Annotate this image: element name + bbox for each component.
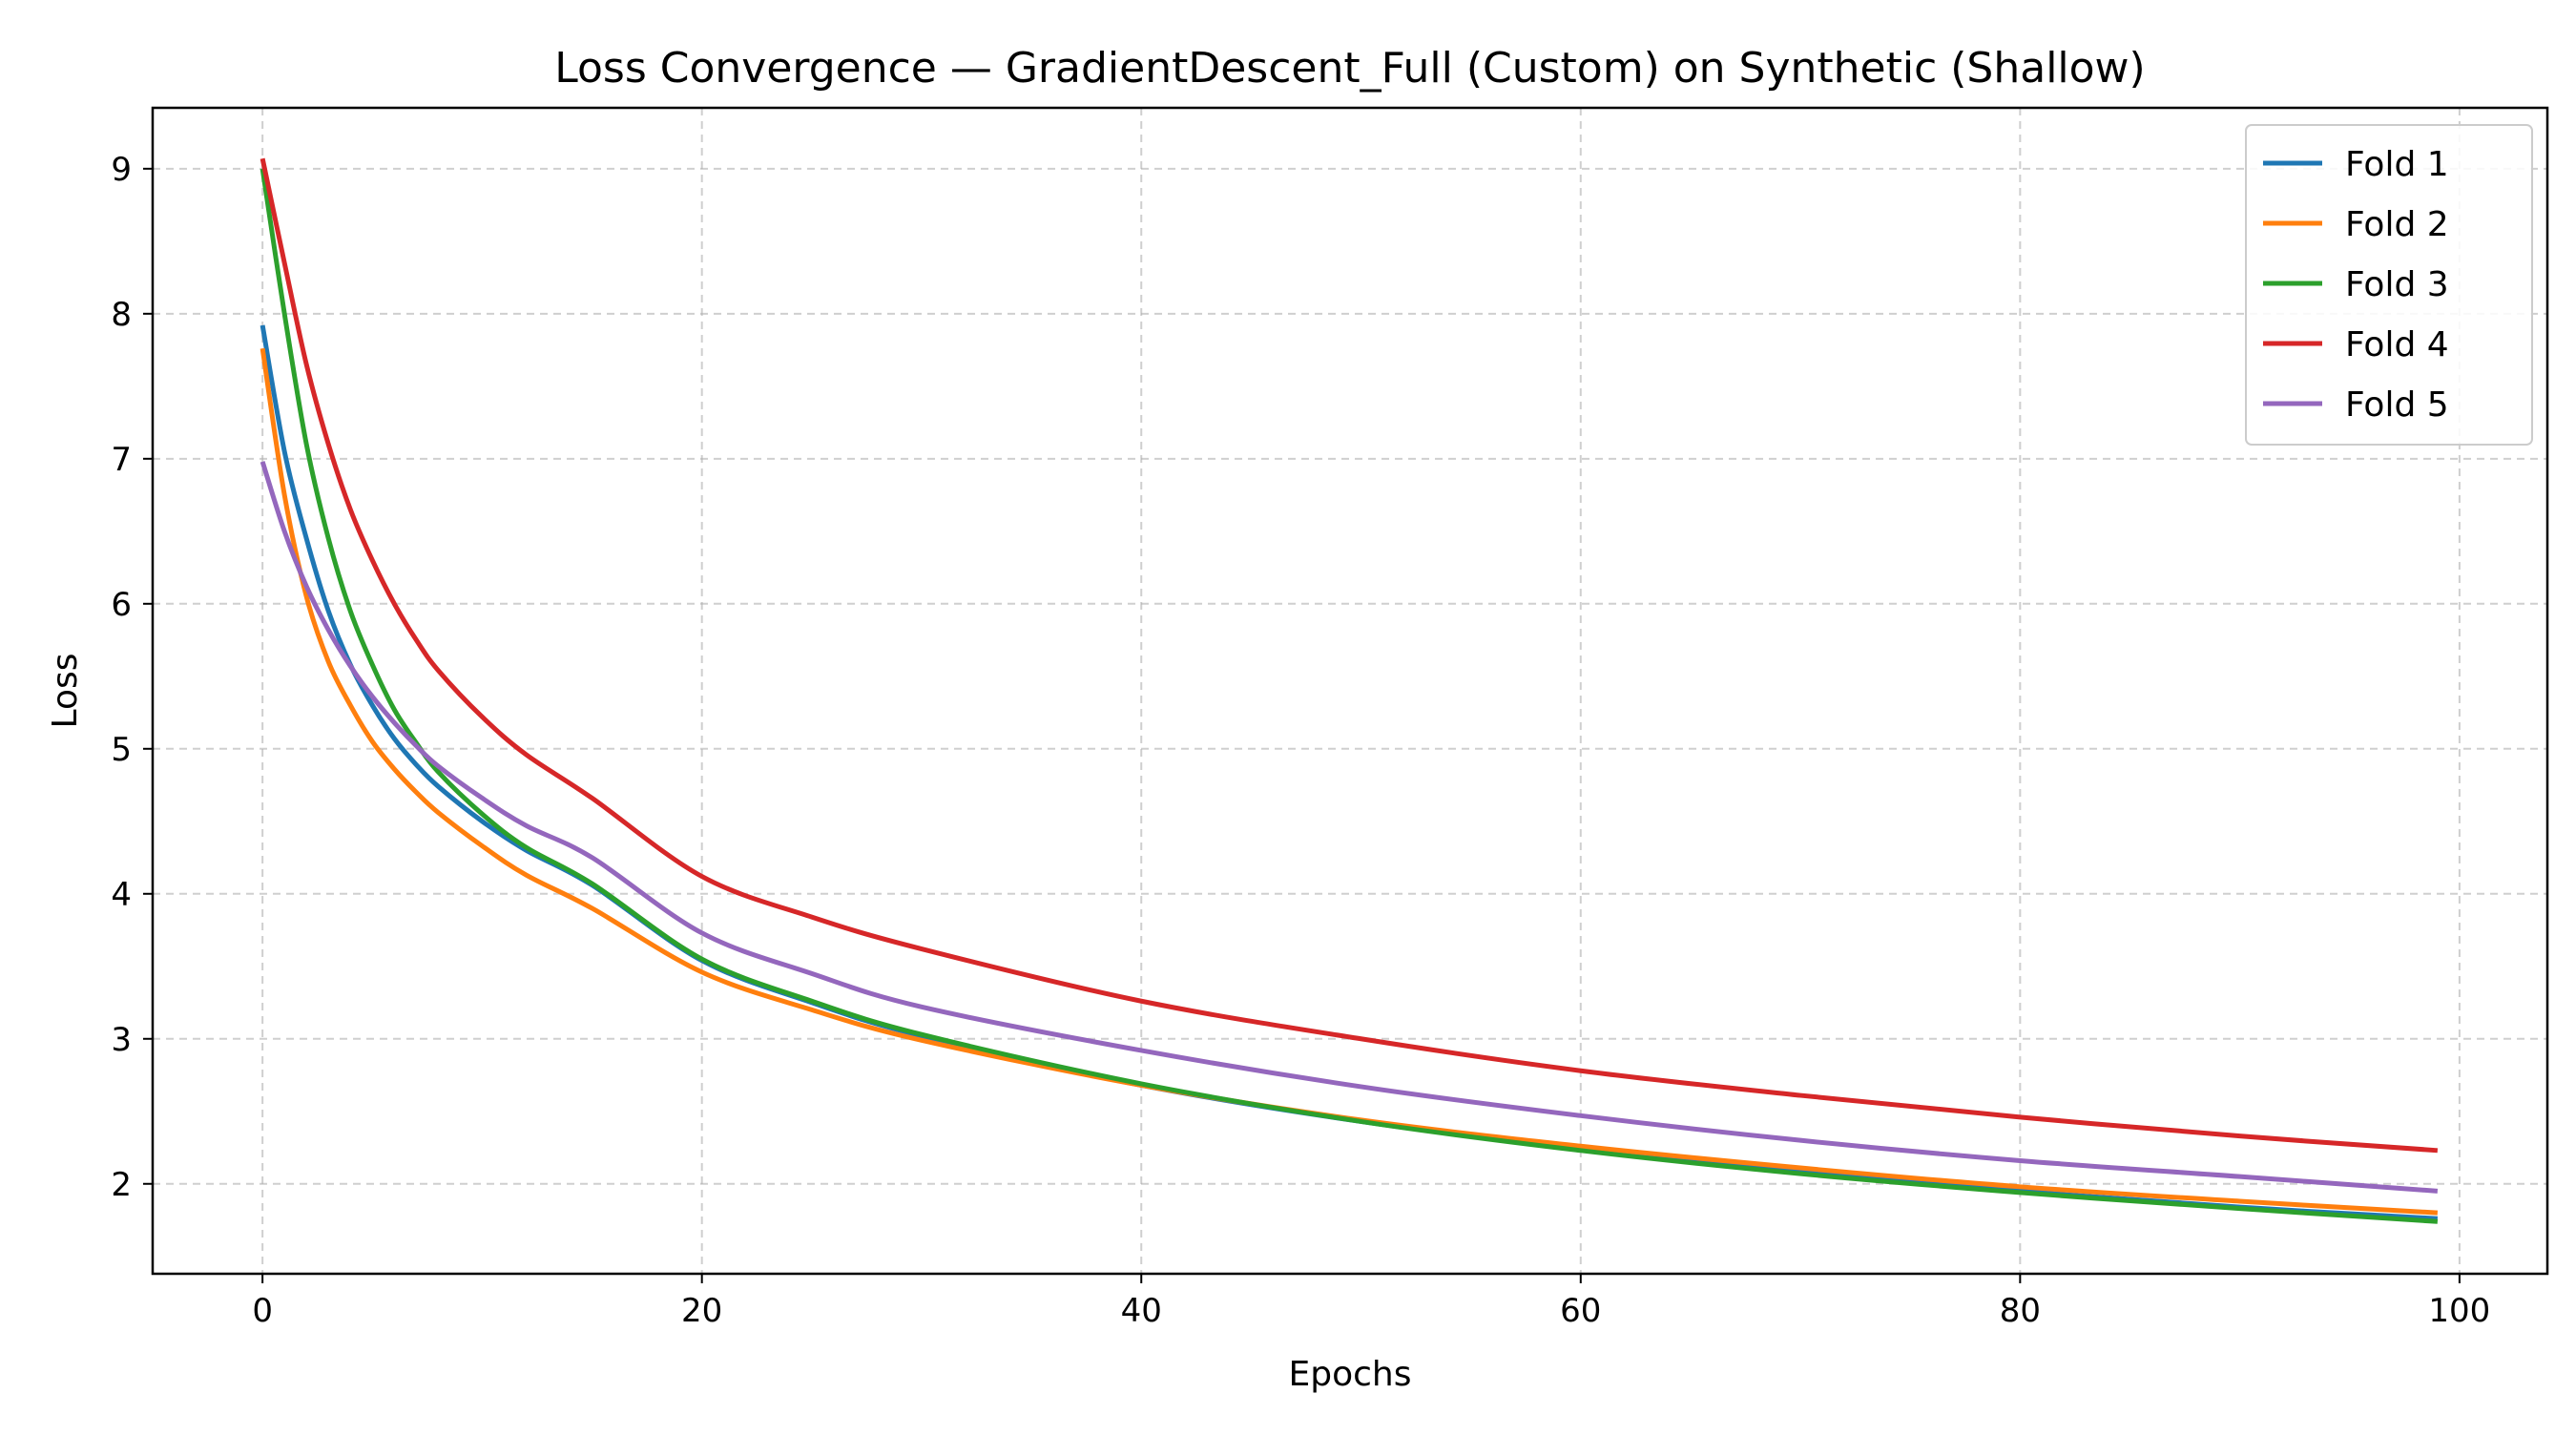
legend-item: Fold 1 [2263,145,2449,184]
x-tick-label: 100 [2428,1292,2490,1330]
x-tick-label: 20 [681,1292,722,1330]
y-tick-label: 3 [111,1021,132,1059]
y-tick-label: 9 [111,151,132,189]
y-axis-label: Loss [46,654,85,729]
chart-title: Loss Convergence — GradientDescent_Full … [554,44,2145,93]
legend-item: Fold 3 [2263,265,2449,304]
legend-label: Fold 3 [2345,265,2449,304]
x-tick-label: 0 [252,1292,273,1330]
series-layer [260,157,2439,1224]
series-line-fold-2 [260,347,2439,1216]
y-tick-label: 4 [111,876,132,914]
y-tick-label: 5 [111,731,132,769]
legend-label: Fold 1 [2345,145,2449,184]
tick-layer: 0 20 40 60 80 100 2 3 4 5 6 7 8 9 [111,151,2490,1330]
series-line-fold-5 [260,461,2439,1194]
legend: Fold 1 Fold 2 Fold 3 Fold 4 Fold 5 [2245,124,2533,446]
y-tick-label: 7 [111,441,132,479]
x-axis-label: Epochs [1289,1355,1412,1394]
legend-item: Fold 5 [2263,385,2449,425]
x-tick-label: 80 [2000,1292,2041,1330]
y-tick-label: 6 [111,586,132,624]
legend-label: Fold 2 [2345,205,2449,244]
legend-item: Fold 4 [2263,325,2449,364]
series-line-fold-4 [260,157,2439,1154]
x-tick-label: 40 [1121,1292,1162,1330]
y-tick-label: 2 [111,1166,132,1204]
y-tick-label: 8 [111,296,132,334]
plot-frame [151,106,2549,1276]
legend-label: Fold 5 [2345,385,2449,425]
legend-label: Fold 4 [2345,325,2449,364]
legend-box [2245,124,2533,446]
series-line-fold-3 [260,168,2439,1224]
grid-layer [153,108,2547,1274]
legend-item: Fold 2 [2263,205,2449,244]
x-tick-label: 60 [1560,1292,1601,1330]
